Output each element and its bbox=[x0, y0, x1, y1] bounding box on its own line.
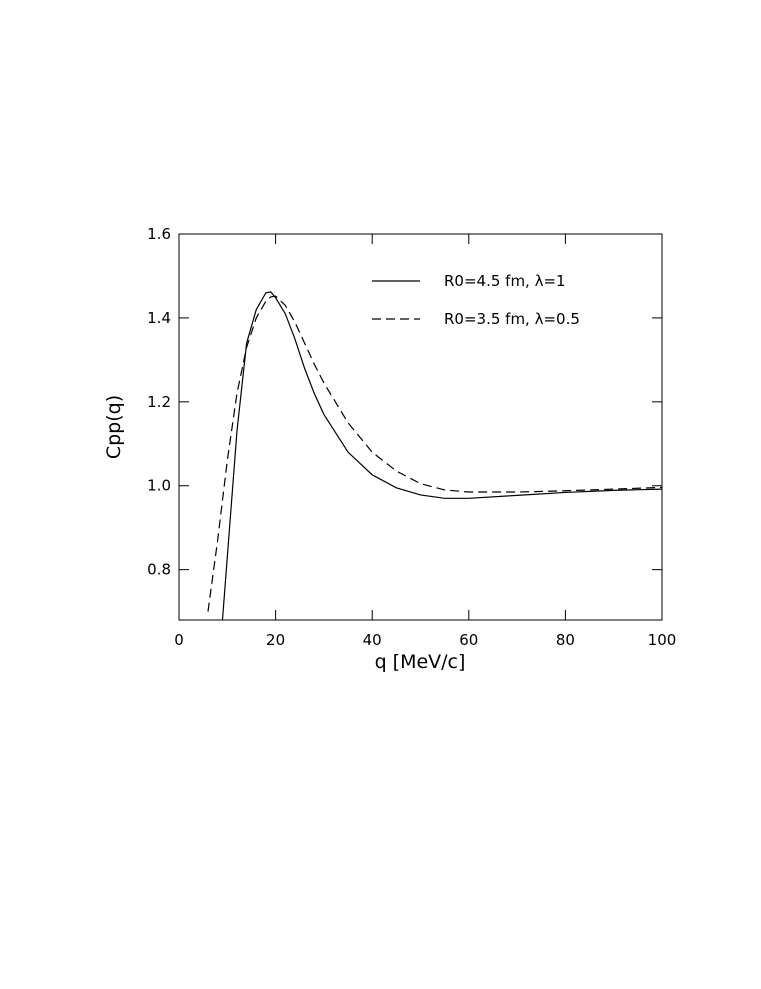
x-tick-label: 100 bbox=[648, 631, 677, 649]
x-axis-label: q [MeV/c] bbox=[375, 651, 466, 673]
x-tick-label: 60 bbox=[459, 631, 478, 649]
plot-frame bbox=[178, 233, 663, 621]
series-line bbox=[207, 295, 662, 612]
legend-label: R0=3.5 fm, λ=0.5 bbox=[444, 310, 580, 328]
x-tick-label: 40 bbox=[363, 631, 382, 649]
y-tick-label: 1.2 bbox=[147, 393, 171, 411]
x-tick-label: 0 bbox=[174, 631, 184, 649]
y-tick-label: 1.0 bbox=[147, 477, 171, 495]
plot-lines bbox=[207, 291, 662, 620]
legend-label: R0=4.5 fm, λ=1 bbox=[444, 272, 566, 290]
x-tick-label: 20 bbox=[266, 631, 285, 649]
y-axis-label: Cpp(q) bbox=[103, 395, 125, 459]
y-tick-label: 1.4 bbox=[147, 309, 171, 327]
x-tick-label: 80 bbox=[556, 631, 575, 649]
y-tick-label: 1.6 bbox=[147, 225, 171, 243]
series-line bbox=[221, 291, 662, 620]
y-tick-label: 0.8 bbox=[147, 561, 171, 579]
